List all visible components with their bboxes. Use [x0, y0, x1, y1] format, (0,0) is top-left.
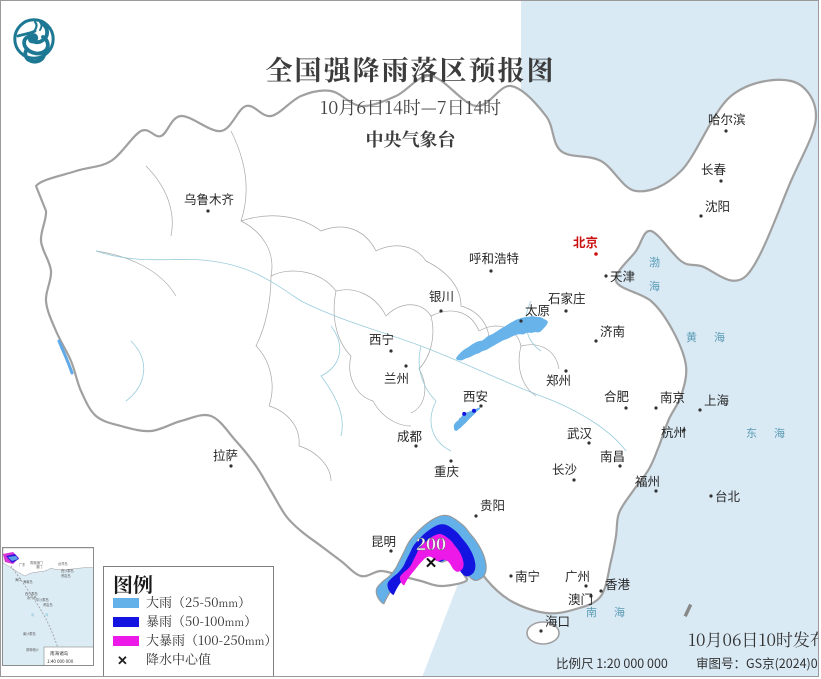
svg-text:南宁: 南宁 — [515, 566, 540, 585]
svg-text:广东: 广东 — [19, 562, 25, 567]
svg-text:上海: 上海 — [704, 390, 730, 409]
svg-text:南京: 南京 — [660, 387, 685, 406]
svg-text:济南: 济南 — [600, 321, 625, 340]
svg-text:海口: 海口 — [545, 611, 570, 630]
svg-text:台湾岛: 台湾岛 — [58, 561, 68, 566]
svg-text:海南岛: 海南岛 — [23, 579, 33, 584]
svg-text:西宁: 西宁 — [369, 329, 394, 348]
svg-text:广州: 广州 — [565, 566, 590, 585]
svg-text:石家庄: 石家庄 — [548, 288, 586, 307]
svg-text:审图号：GS京(2024)0236号: 审图号：GS京(2024)0236号 — [696, 653, 819, 672]
svg-text:比例尺 1:20 000 000: 比例尺 1:20 000 000 — [556, 653, 668, 672]
svg-text:南沙群岛: 南沙群岛 — [23, 631, 36, 636]
svg-text:黄 海: 黄 海 — [686, 329, 728, 345]
svg-text:贵阳: 贵阳 — [480, 495, 505, 514]
svg-text:武汉: 武汉 — [567, 423, 593, 442]
svg-text:曾母暗沙: 曾母暗沙 — [26, 647, 40, 652]
svg-text:台北: 台北 — [715, 486, 741, 505]
svg-text:1:40 000 000: 1:40 000 000 — [47, 659, 74, 665]
svg-text:合肥: 合肥 — [604, 386, 630, 405]
svg-text:东 海: 东 海 — [746, 425, 788, 441]
svg-text:福州: 福州 — [635, 471, 660, 490]
svg-text:长春: 长春 — [701, 159, 727, 178]
svg-text:香港: 香港 — [605, 574, 631, 593]
svg-text:兰州: 兰州 — [384, 368, 409, 387]
svg-text:成都: 成都 — [397, 426, 423, 445]
svg-text:天津: 天津 — [610, 266, 635, 285]
svg-text:郑州: 郑州 — [546, 370, 571, 389]
svg-text:银川: 银川 — [429, 286, 454, 305]
svg-text:太原: 太原 — [525, 300, 550, 319]
svg-text:黄岩岛: 黄岩岛 — [61, 573, 71, 578]
svg-text:渤: 渤 — [649, 254, 663, 270]
svg-text:北京: 北京 — [573, 232, 598, 251]
svg-text:海: 海 — [45, 612, 49, 617]
svg-text:重庆: 重庆 — [434, 461, 460, 480]
svg-text:杭州: 杭州 — [661, 422, 686, 441]
svg-text:南昌: 南昌 — [600, 446, 625, 465]
svg-text:南海诸岛: 南海诸岛 — [50, 650, 69, 657]
svg-text:海口: 海口 — [15, 577, 21, 582]
svg-text:✕: ✕ — [425, 552, 438, 573]
svg-text:西安: 西安 — [463, 386, 488, 405]
svg-text:拉萨: 拉萨 — [213, 445, 238, 464]
svg-text:沈阳: 沈阳 — [705, 196, 730, 215]
svg-text:长沙: 长沙 — [552, 459, 578, 478]
svg-text:黄岩岛: 黄岩岛 — [43, 602, 53, 607]
svg-text:海: 海 — [649, 278, 663, 294]
svg-text:昆明: 昆明 — [371, 531, 396, 550]
svg-text:南: 南 — [31, 612, 34, 617]
svg-text:澳门: 澳门 — [568, 589, 593, 608]
svg-text:10月06日10时发布: 10月06日10时发布 — [688, 626, 819, 651]
svg-text:澳门: 澳门 — [36, 564, 42, 569]
svg-text:乌鲁木齐: 乌鲁木齐 — [184, 189, 235, 208]
svg-text:呼和浩特: 呼和浩特 — [469, 248, 519, 267]
